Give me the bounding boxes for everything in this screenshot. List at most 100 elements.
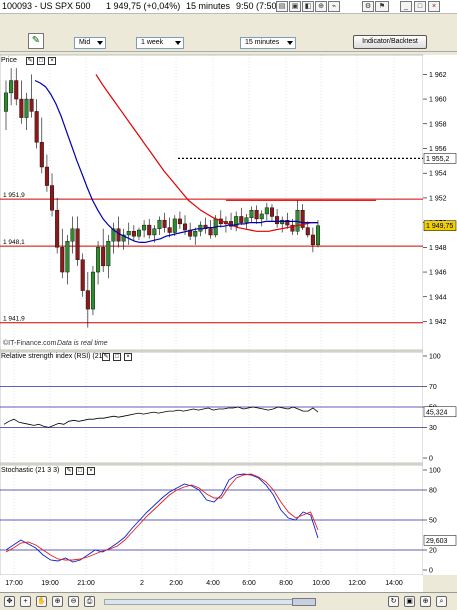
stoch-last-box <box>423 535 457 546</box>
candle-body <box>285 219 290 226</box>
candle-body <box>9 80 14 94</box>
candle <box>60 228 65 279</box>
candle <box>101 228 106 273</box>
zoom-out-icon[interactable]: ⊖ <box>68 596 79 607</box>
rsi-maximize-icon[interactable]: □ <box>113 353 121 361</box>
rsi-panel-bg <box>0 351 424 464</box>
candle-body <box>80 259 85 291</box>
save-icon[interactable]: ▣ <box>404 596 415 607</box>
x-tick-label: 14:00 <box>385 580 403 587</box>
candle-body <box>90 271 95 310</box>
crosshair-icon[interactable]: + <box>20 596 31 607</box>
candle <box>152 225 157 243</box>
candle-body <box>142 224 147 231</box>
price-mode-select[interactable]: Mid <box>74 37 106 49</box>
candle-body <box>203 224 208 230</box>
candle <box>310 227 315 253</box>
stoch-settings-icon[interactable]: ✎ <box>65 467 73 475</box>
rsi-settings-icon[interactable]: ✎ <box>102 353 110 361</box>
price-panel-bg <box>0 54 424 351</box>
window-minimize-icon[interactable]: _ <box>400 1 412 12</box>
candle-body <box>183 223 188 231</box>
candle <box>193 227 198 245</box>
draw-tool-icon[interactable]: ✎ <box>28 33 44 49</box>
range-select[interactable]: 1 week <box>136 37 184 49</box>
candle <box>249 206 254 223</box>
zoom-icon[interactable]: ⊕ <box>420 596 431 607</box>
stoch-last-value: 29,603 <box>423 535 457 546</box>
candle-body <box>106 240 111 267</box>
hand-icon[interactable]: ✋ <box>36 596 47 607</box>
x-tick-label: 8:00 <box>279 580 293 587</box>
candle-body <box>254 210 259 220</box>
candle <box>111 222 116 254</box>
candle <box>300 204 305 231</box>
indicator-backtest-button[interactable]: Indicator/Backtest <box>353 35 427 49</box>
rsi-last-text: 45,324 <box>426 409 448 416</box>
last-price-marker: 1 949,75 <box>423 220 457 231</box>
candle-body <box>24 98 29 118</box>
candle <box>55 197 60 254</box>
stoch-last-text: 29,603 <box>426 538 448 545</box>
candle <box>121 228 126 250</box>
range-value: 1 week <box>141 39 164 46</box>
x-tick-label: 2:00 <box>169 580 183 587</box>
x-tick-label: 2 <box>140 580 144 587</box>
interval-value: 15 minutes <box>245 39 280 46</box>
price-panel-title: Price <box>1 57 17 64</box>
candle-body <box>193 231 198 237</box>
stoch-close-icon[interactable]: × <box>87 467 95 475</box>
rsi-close-icon[interactable]: × <box>124 353 132 361</box>
price-tick-label: 1 954 <box>429 171 447 178</box>
price-levels: 1 951,9 1 948,1 1 941,9 1 955,2 <box>0 153 457 324</box>
window-link-icon[interactable]: ⌁ <box>328 1 340 12</box>
price-close-icon[interactable]: × <box>48 57 56 65</box>
candle-body <box>157 219 162 229</box>
candle <box>19 80 24 124</box>
price-level-label: 1 951,9 <box>3 192 25 199</box>
print-icon[interactable]: ⎙ <box>84 596 95 607</box>
candle-body <box>177 218 182 225</box>
candle-body <box>167 227 172 233</box>
window-color-icon[interactable]: ◧ <box>302 1 314 12</box>
x-tick-label: 19:00 <box>41 580 59 587</box>
window-zoom-icon[interactable]: ⊕ <box>315 1 327 12</box>
candle-body <box>96 247 101 273</box>
price-tick-label: 1 958 <box>429 121 447 128</box>
search-icon[interactable]: ⌕ <box>436 596 447 607</box>
interval-select[interactable]: 15 minutes <box>240 37 296 49</box>
stoch-maximize-icon[interactable]: □ <box>76 467 84 475</box>
candle-body <box>295 210 300 232</box>
time-scrollbar-thumb[interactable] <box>292 598 316 606</box>
x-tick-label: 4:00 <box>206 580 220 587</box>
candle-body <box>126 231 131 236</box>
window-settings-icon[interactable]: ⚙ <box>362 1 374 12</box>
move-icon[interactable]: ✥ <box>4 596 15 607</box>
candle-body <box>60 247 65 273</box>
candle-body <box>121 234 126 242</box>
rsi-tick-label: 100 <box>429 354 441 361</box>
window-save-icon[interactable]: ▣ <box>289 1 301 12</box>
candle <box>126 222 131 245</box>
window-menu-icon[interactable]: ▤ <box>276 1 288 12</box>
candle-body <box>264 207 269 215</box>
candle-body <box>316 225 321 246</box>
candle-body <box>162 219 167 228</box>
candle <box>203 217 208 234</box>
window-maximize-icon[interactable]: □ <box>414 1 426 12</box>
dotted-level-value: 1 955,2 <box>426 156 449 163</box>
price-settings-icon[interactable]: ✎ <box>26 57 34 65</box>
dotted-level-box <box>423 153 457 164</box>
price-tick-label: 1 948 <box>429 245 447 252</box>
window-flag-icon[interactable]: ⚑ <box>375 1 389 12</box>
candle <box>106 234 111 279</box>
candle-body <box>300 210 305 228</box>
time-scrollbar-track[interactable] <box>104 599 300 605</box>
candle-body <box>152 228 157 236</box>
refresh-icon[interactable]: ↻ <box>388 596 399 607</box>
price-maximize-icon[interactable]: □ <box>37 57 45 65</box>
zoom-in-icon[interactable]: ⊕ <box>52 596 63 607</box>
candle <box>80 253 85 297</box>
window-close-icon[interactable]: × <box>428 1 440 12</box>
